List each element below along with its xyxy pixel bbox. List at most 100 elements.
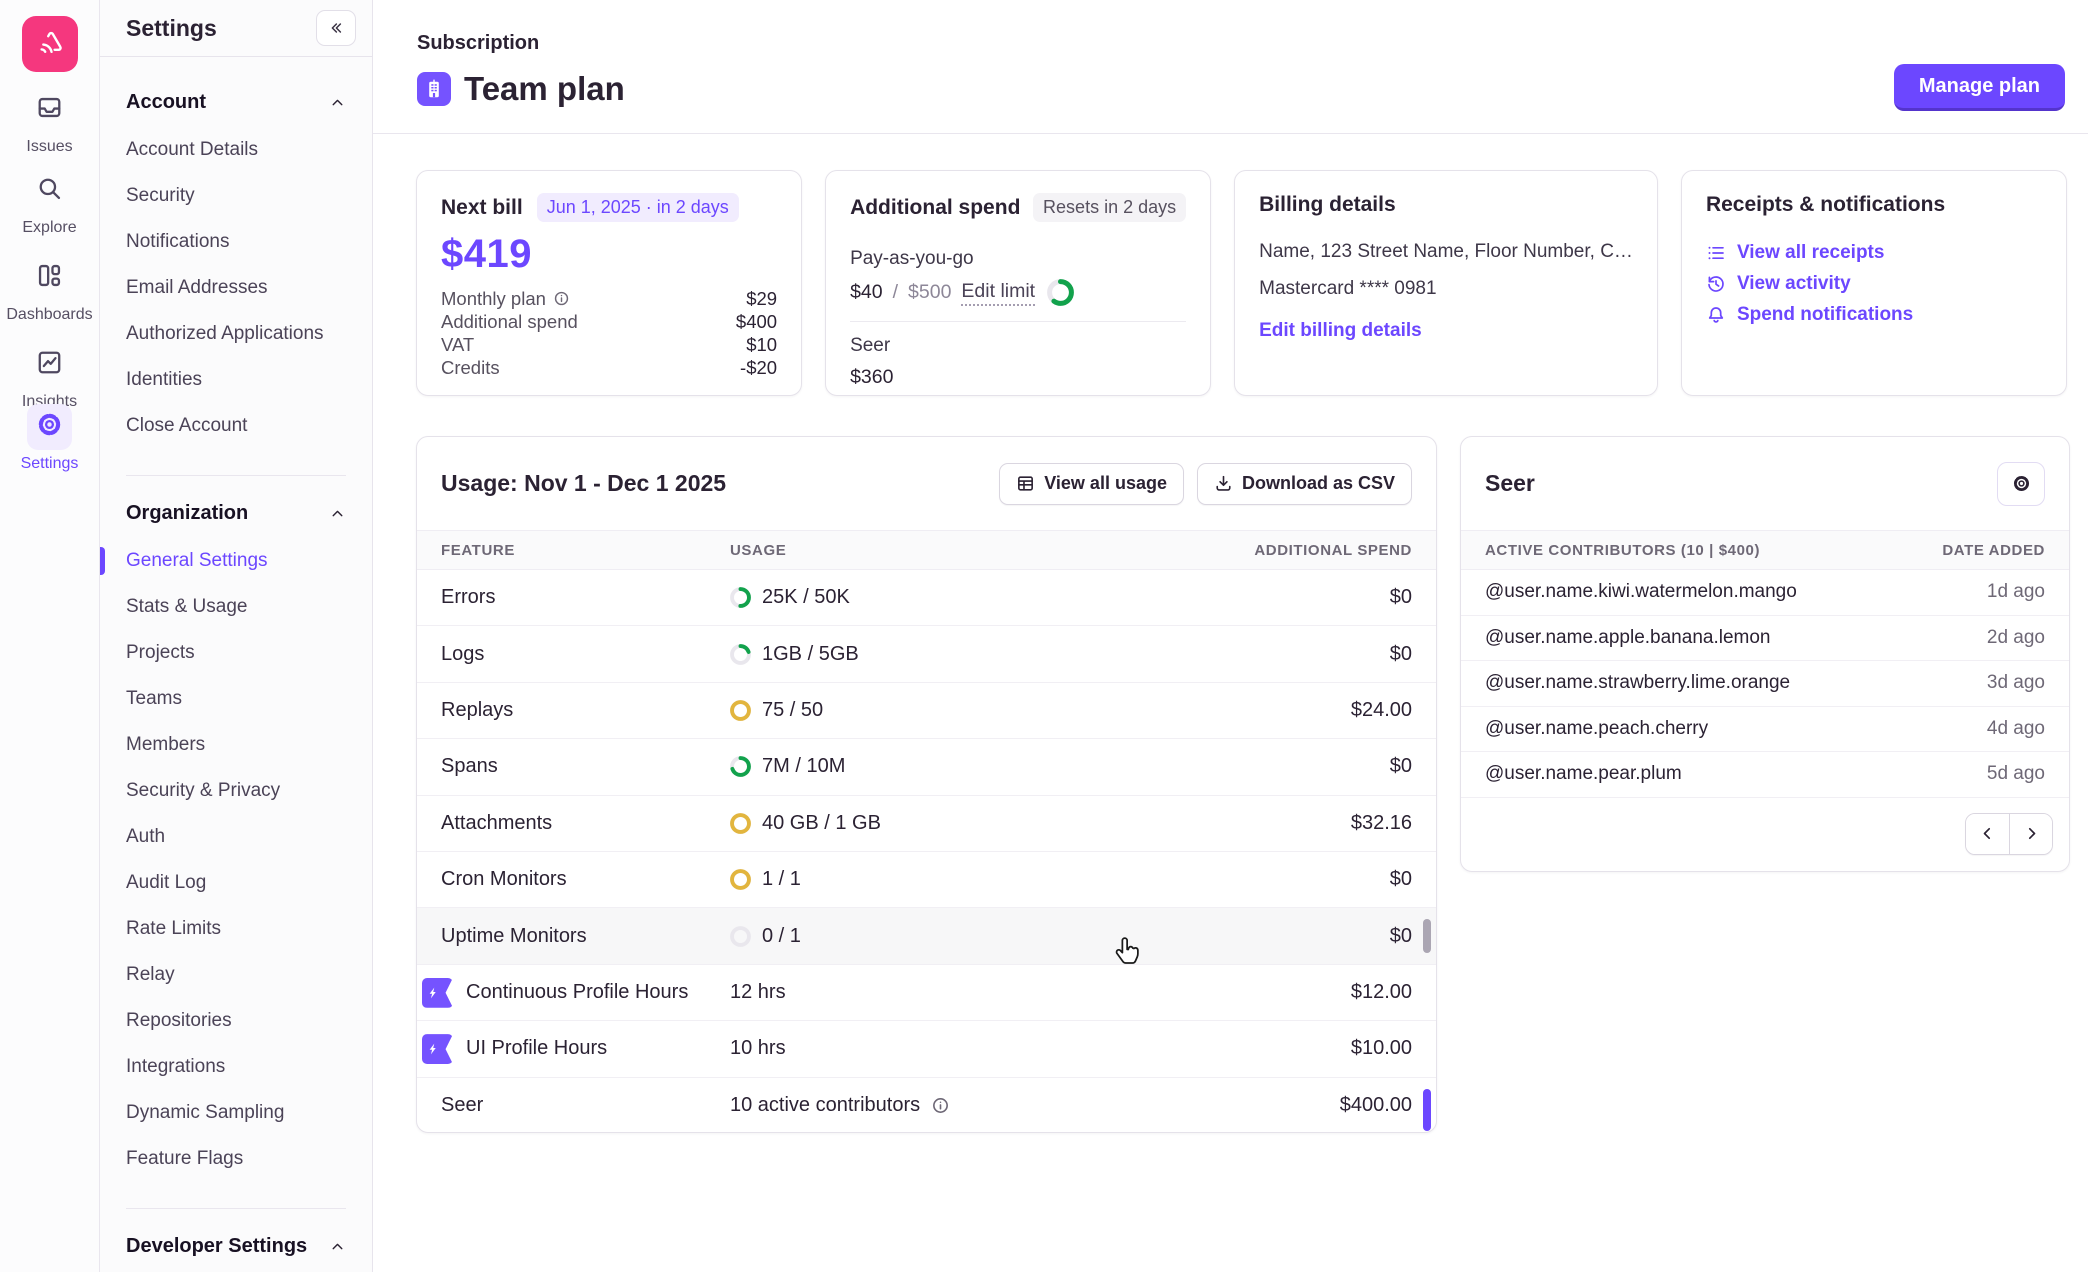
rail-item-issues[interactable]: Issues bbox=[0, 87, 99, 156]
sidebar-item-audit-log[interactable]: Audit Log bbox=[126, 860, 346, 906]
feature-name: UI Profile Hours bbox=[466, 1037, 608, 1060]
manage-plan-button[interactable]: Manage plan bbox=[1893, 64, 2065, 111]
scrollbar-thumb[interactable] bbox=[1423, 919, 1431, 953]
scroll-indicator[interactable] bbox=[1423, 1089, 1431, 1131]
edit-limit-link[interactable]: Edit limit bbox=[961, 280, 1036, 306]
table-icon bbox=[1016, 474, 1035, 493]
download-as-csv-button[interactable]: Download as CSV bbox=[1196, 462, 1412, 505]
sidebar-item-close-account[interactable]: Close Account bbox=[126, 403, 346, 449]
next-bill-date-badge: Jun 1, 2025 · in 2 days bbox=[536, 193, 739, 222]
col-date-added: DATE ADDED bbox=[1942, 541, 2045, 559]
sidebar-item-notifications[interactable]: Notifications bbox=[126, 219, 346, 265]
sidebar-item-integrations[interactable]: Integrations bbox=[126, 1044, 346, 1090]
rail-item-dashboards[interactable]: Dashboards bbox=[0, 255, 99, 324]
view-all-receipts-link[interactable]: View all receipts bbox=[1706, 237, 2042, 268]
info-icon[interactable] bbox=[553, 290, 570, 307]
left-rail: Issues Explore Dashboards Insights Settings bbox=[0, 0, 100, 1272]
next-page-button[interactable] bbox=[2009, 813, 2052, 854]
sidebar-item-rate-limits[interactable]: Rate Limits bbox=[126, 906, 346, 952]
sidebar-item-feature-flags[interactable]: Feature Flags bbox=[126, 1136, 346, 1182]
collapse-icon bbox=[328, 20, 344, 36]
seer-panel: Seer ACTIVE CONTRIBUTORS (10 | $400) DAT… bbox=[1460, 436, 2070, 872]
receipts-title: Receipts & notifications bbox=[1705, 193, 1946, 216]
sidebar-item-label: Projects bbox=[126, 642, 195, 663]
seer-settings-button[interactable] bbox=[1997, 461, 2045, 506]
usage-title: Usage: Nov 1 - Dec 1 2025 bbox=[441, 470, 727, 496]
sidebar-item-dynamic-sampling[interactable]: Dynamic Sampling bbox=[126, 1090, 346, 1136]
sidebar-item-label: Email Addresses bbox=[126, 277, 268, 298]
nav-section-organization[interactable]: Organization bbox=[126, 502, 346, 524]
info-icon[interactable] bbox=[931, 1096, 950, 1115]
usage-ring-icon bbox=[730, 700, 751, 721]
payg-ring-icon bbox=[1047, 279, 1075, 306]
sidebar-item-label: Rate Limits bbox=[126, 918, 222, 939]
sidebar-title: Settings bbox=[126, 14, 217, 41]
spend-notifications-link[interactable]: Spend notifications bbox=[1706, 299, 2042, 330]
nav-section-developer-settings[interactable]: Developer Settings bbox=[126, 1235, 346, 1257]
sidebar-item-label: Audit Log bbox=[126, 872, 207, 893]
bill-row-label: VAT bbox=[441, 333, 475, 355]
usage-row-seer: Seer 10 active contributors $400.00 bbox=[417, 1078, 1436, 1132]
prev-page-button[interactable] bbox=[1966, 813, 2009, 854]
sidebar-item-identities[interactable]: Identities bbox=[126, 357, 346, 403]
bill-row-value: $29 bbox=[746, 287, 778, 309]
history-icon bbox=[1706, 274, 1726, 294]
date-added: 4d ago bbox=[1986, 717, 2045, 739]
resets-badge: Resets in 2 days bbox=[1033, 193, 1187, 222]
sidebar-item-members[interactable]: Members bbox=[126, 722, 346, 768]
sidebar-item-projects[interactable]: Projects bbox=[126, 630, 346, 676]
billing-card-number: Mastercard **** 0981 bbox=[1259, 278, 1437, 299]
sidebar-item-label: Auth bbox=[126, 826, 166, 847]
contributor-row: @user.name.kiwi.watermelon.mango 1d ago bbox=[1461, 570, 2069, 616]
sidebar-item-security[interactable]: Security bbox=[126, 173, 346, 219]
seer-table-header: ACTIVE CONTRIBUTORS (10 | $400) DATE ADD… bbox=[1461, 530, 2069, 570]
collapse-sidebar-button[interactable] bbox=[316, 10, 356, 46]
rail-item-insights[interactable]: Insights bbox=[0, 342, 99, 411]
bill-row-additional-spend: Additional spend $400 bbox=[441, 310, 777, 333]
usage-row-replays: Replays 75 / 50 $24.00 bbox=[417, 683, 1436, 740]
sidebar-item-label: Dynamic Sampling bbox=[126, 1102, 285, 1123]
contributor-row: @user.name.peach.cherry 4d ago bbox=[1461, 707, 2069, 752]
sidebar-item-label: Relay bbox=[126, 964, 175, 985]
next-bill-title: Next bill bbox=[441, 195, 523, 219]
usage-row-continuous-profile-hours: Continuous Profile Hours 12 hrs $12.00 bbox=[417, 965, 1436, 1022]
edit-billing-details-link[interactable]: Edit billing details bbox=[1259, 320, 1422, 341]
view-activity-link[interactable]: View activity bbox=[1706, 268, 2042, 299]
rail-item-explore[interactable]: Explore bbox=[0, 168, 99, 237]
sidebar-item-security-privacy[interactable]: Security & Privacy bbox=[126, 768, 346, 814]
view-all-usage-button[interactable]: View all usage bbox=[999, 462, 1184, 505]
additional-spend-value: $400.00 bbox=[1339, 1094, 1412, 1117]
col-active-contributors: ACTIVE CONTRIBUTORS (10 | $400) bbox=[1485, 541, 1761, 559]
sentry-logo[interactable] bbox=[22, 16, 78, 72]
sidebar-item-auth[interactable]: Auth bbox=[126, 814, 346, 860]
usage-ring-icon bbox=[730, 812, 751, 834]
rail-label: Settings bbox=[20, 455, 79, 472]
usage-ring-icon bbox=[730, 643, 751, 665]
sidebar-item-general-settings[interactable]: General Settings bbox=[100, 538, 346, 584]
sidebar-item-relay[interactable]: Relay bbox=[126, 952, 346, 998]
seer-title: Seer bbox=[1485, 470, 1535, 496]
link-label: View all receipts bbox=[1736, 241, 1885, 263]
settings-sidebar: Settings Account Account Details Security N… bbox=[100, 0, 373, 1272]
insights-icon bbox=[36, 349, 63, 376]
usage-value: 7M / 10M bbox=[730, 755, 1232, 778]
sidebar-item-stats-usage[interactable]: Stats & Usage bbox=[126, 584, 346, 630]
sidebar-item-label: Notifications bbox=[126, 231, 230, 252]
nav-section-account[interactable]: Account bbox=[126, 91, 346, 113]
sidebar-item-account-details[interactable]: Account Details bbox=[126, 127, 346, 173]
sidebar-item-label: Stats & Usage bbox=[126, 596, 248, 617]
bill-row-label: Credits bbox=[441, 356, 500, 378]
billing-details-title: Billing details bbox=[1259, 193, 1396, 216]
usage-ring-icon bbox=[730, 756, 751, 778]
link-label: View activity bbox=[1736, 272, 1851, 294]
nav-section-title: Account bbox=[126, 90, 206, 113]
rail-item-settings[interactable]: Settings bbox=[0, 404, 99, 473]
sidebar-item-repositories[interactable]: Repositories bbox=[126, 998, 346, 1044]
nav-divider bbox=[126, 475, 346, 476]
bolt-icon bbox=[426, 1042, 440, 1056]
sidebar-item-authorized-applications[interactable]: Authorized Applications bbox=[126, 311, 346, 357]
sidebar-item-email-addresses[interactable]: Email Addresses bbox=[126, 265, 346, 311]
sidebar-item-teams[interactable]: Teams bbox=[126, 676, 346, 722]
seer-spend-label: Seer bbox=[850, 335, 891, 356]
bill-row-label: Additional spend bbox=[441, 310, 578, 332]
